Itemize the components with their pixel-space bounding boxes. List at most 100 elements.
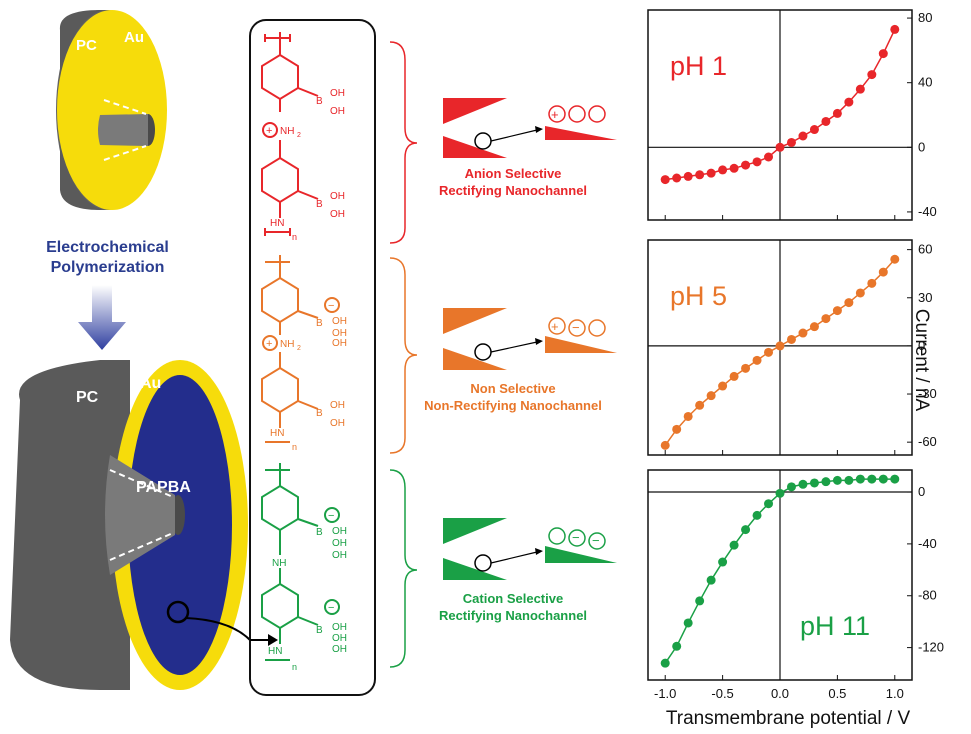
x-axis-label: Transmembrane potential / V: [665, 708, 911, 729]
green-structure: [261, 463, 340, 661]
data-point: [821, 116, 831, 126]
cation-line2: Rectifying Nanochannel: [438, 608, 588, 623]
data-point: [660, 440, 670, 450]
ytick-label: 60: [918, 242, 932, 257]
xtick-label: -1.0: [654, 686, 676, 701]
data-point: [718, 165, 728, 175]
process-label-line1: Electrochemical: [46, 239, 169, 256]
orange-oh-1a: OH: [332, 316, 347, 327]
orange-structure: [261, 255, 340, 443]
xtick-label: 1.0: [886, 686, 904, 701]
data-point: [844, 298, 854, 308]
anion-plus-icon: +: [551, 107, 559, 122]
orange-oh-1b: OH: [332, 328, 347, 339]
data-point: [706, 391, 716, 401]
orange-minus-icon: −: [328, 300, 334, 312]
data-point: [683, 171, 693, 181]
red-oh-1a: OH: [330, 88, 345, 99]
data-point: [718, 381, 728, 391]
orange-bracket: [389, 257, 418, 454]
nonselective-minus-icon: −: [572, 320, 580, 335]
data-point: [729, 371, 739, 381]
anion-annotation: Anion Selective Rectifying Nanochannel: [423, 165, 603, 199]
nonselective-annotation: Non Selective Non-Rectifying Nanochannel: [413, 380, 613, 414]
xtick-label: -0.5: [711, 686, 733, 701]
data-point: [660, 658, 670, 668]
data-point: [798, 131, 808, 141]
red-n: n: [292, 232, 297, 242]
data-point: [741, 160, 751, 170]
data-point: [764, 499, 774, 509]
ytick-label: -80: [918, 588, 937, 603]
top-disk: [56, 10, 167, 210]
ytick-label: 0: [918, 338, 925, 353]
orange-hn: HN: [270, 428, 284, 439]
green-oh-2a: OH: [332, 622, 347, 633]
red-nh2-sub: 2: [297, 132, 301, 139]
data-point: [878, 474, 888, 484]
cation-minus-icon-1: −: [572, 530, 580, 545]
data-point: [821, 314, 831, 324]
red-structure: [261, 32, 319, 236]
data-point: [855, 288, 865, 298]
ytick-label: 40: [918, 75, 932, 90]
cation-minus-icon-2: −: [592, 533, 600, 548]
orange-oh-2a: OH: [330, 400, 345, 411]
data-point: [855, 474, 865, 484]
top-au-label: Au: [124, 29, 144, 46]
nonselective-channel-icon: + −: [443, 308, 617, 370]
data-point: [867, 474, 877, 484]
data-point: [672, 641, 682, 651]
red-oh-2b: OH: [330, 209, 345, 220]
cation-channel-icon: − −: [443, 518, 617, 580]
green-nh: NH: [272, 558, 286, 569]
channel-schematics: + + − − −: [389, 41, 617, 668]
data-point: [695, 400, 705, 410]
bottom-disk: [10, 360, 250, 690]
ph-label-1: pH 5: [670, 281, 727, 311]
data-point: [809, 322, 819, 332]
data-point: [809, 125, 819, 135]
data-point: [878, 267, 888, 277]
data-point: [832, 108, 842, 118]
data-point: [890, 474, 900, 484]
green-oh-2c: OH: [332, 644, 347, 655]
data-point: [786, 334, 796, 344]
data-point: [890, 24, 900, 34]
green-boron-1: B: [316, 527, 323, 538]
data-point: [798, 479, 808, 489]
data-point: [695, 596, 705, 606]
data-point: [752, 157, 762, 167]
data-point: [890, 254, 900, 264]
red-bracket: [389, 41, 418, 244]
nonselective-line1: Non Selective: [470, 381, 556, 396]
orange-oh-1c: OH: [332, 338, 347, 349]
ytick-label: -40: [918, 204, 937, 219]
data-point: [821, 477, 831, 487]
anion-line1: Anion Selective: [464, 166, 562, 181]
cation-annotation: Cation Selective Rectifying Nanochannel: [423, 590, 603, 624]
green-minus-icon-2: −: [328, 602, 334, 614]
ph-label-0: pH 1: [670, 51, 727, 81]
orange-nh2-sub: 2: [297, 345, 301, 352]
data-point: [695, 170, 705, 180]
top-pc-label: PC: [76, 37, 97, 54]
data-point: [867, 70, 877, 80]
down-arrow-icon: [78, 285, 126, 350]
nonselective-plus-icon: +: [551, 319, 559, 334]
structures-panel: B OH OH + NH 2 B OH OH HN n B − OH OH OH…: [249, 19, 376, 696]
red-plus-icon: +: [266, 125, 272, 137]
data-point: [878, 49, 888, 59]
red-boron-1: B: [316, 96, 323, 107]
data-point: [786, 482, 796, 492]
process-label-line2: Polymerization: [50, 259, 165, 276]
data-point: [764, 347, 774, 357]
bottom-pc-label: PC: [76, 389, 99, 406]
ytick-label: 30: [918, 290, 932, 305]
orange-nh2: NH: [280, 339, 294, 350]
data-point: [798, 328, 808, 338]
data-point: [706, 168, 716, 178]
data-point: [832, 306, 842, 316]
ytick-label: -30: [918, 386, 937, 401]
iv-charts: -40 0 40 80 pH 1 -60 -30 0 30 60 pH 5 -120 -80 -40 0 pH…: [647, 9, 944, 701]
